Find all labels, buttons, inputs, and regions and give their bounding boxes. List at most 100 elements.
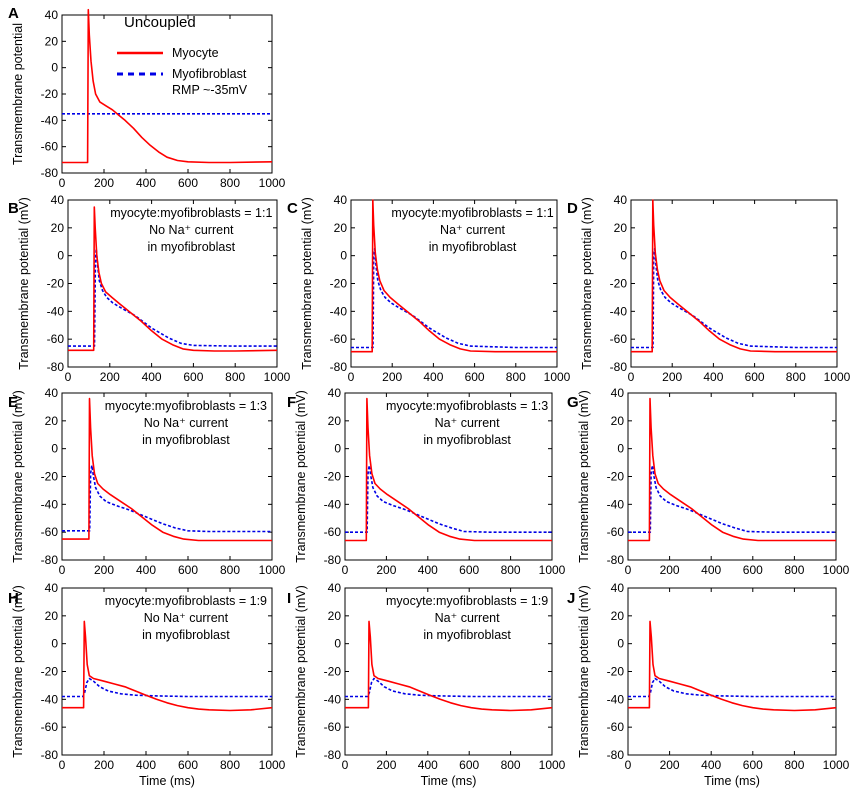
- series-myocyte: [631, 199, 837, 353]
- x-tick-label: 800: [784, 758, 804, 772]
- y-tick-label: -60: [41, 525, 59, 539]
- y-tick-label: -40: [41, 692, 59, 706]
- annotation-line: in myofibroblast: [429, 240, 517, 254]
- panel-label: H: [8, 590, 19, 607]
- series-myofibroblast: [631, 247, 837, 349]
- x-tick-label: 1000: [823, 758, 850, 772]
- x-tick-label: 200: [100, 370, 120, 384]
- x-tick-label: 200: [376, 563, 396, 577]
- annotation-line: in myofibroblast: [142, 433, 230, 447]
- x-tick-label: 0: [342, 563, 349, 577]
- series-myofibroblast: [68, 247, 277, 347]
- y-tick-label: -20: [41, 87, 59, 101]
- x-tick-label: 0: [59, 758, 66, 772]
- y-tick-label: -20: [41, 470, 59, 484]
- y-tick-label: -40: [41, 113, 59, 127]
- y-tick-label: 40: [334, 193, 348, 207]
- x-tick-label: 600: [459, 563, 479, 577]
- legend-label-myofibroblast: Myofibroblast: [172, 67, 247, 81]
- x-tick-label: 1000: [259, 176, 286, 190]
- y-tick-label: 20: [328, 609, 342, 623]
- panel-c: 0 200 400 600 800 1000 -80 -60 -40 -20 0 20 40 Transm…: [287, 193, 571, 384]
- x-tick-label: 200: [94, 176, 114, 190]
- series-myocyte: [628, 397, 836, 542]
- annotation-line: Na⁺ current: [435, 611, 500, 625]
- y-tick-label: -60: [47, 332, 65, 346]
- y-tick-label: 20: [45, 609, 59, 623]
- series-myofibroblast: [345, 677, 552, 698]
- x-tick-label: 200: [660, 563, 680, 577]
- series-myocyte: [351, 199, 557, 353]
- x-tick-label: 600: [743, 758, 763, 772]
- series-myocyte: [68, 206, 278, 352]
- annotation-line: Na⁺ current: [435, 416, 500, 430]
- legend-label-myocyte: Myocyte: [172, 46, 219, 60]
- y-tick-label: 40: [45, 581, 59, 595]
- y-tick-label: 0: [51, 442, 58, 456]
- x-tick-label: 400: [701, 758, 721, 772]
- x-tick-label: 400: [136, 176, 156, 190]
- annotation-line: Na⁺ current: [440, 223, 505, 237]
- x-tick-label: 800: [220, 563, 240, 577]
- y-tick-label: -20: [330, 277, 348, 291]
- y-tick-label: -60: [324, 525, 342, 539]
- y-tick-label: -20: [610, 277, 628, 291]
- x-tick-label: 400: [703, 370, 723, 384]
- y-tick-label: -60: [324, 720, 342, 734]
- x-tick-label: 400: [418, 563, 438, 577]
- y-tick-label: -40: [607, 692, 625, 706]
- y-axis-label: Transmembrane potential (mV): [11, 585, 25, 758]
- annotation-line: myocyte:myofibroblasts = 1:3: [386, 399, 548, 413]
- panel-label: J: [567, 590, 575, 607]
- annotation-line: myocyte:myofibroblasts = 1:9: [386, 594, 548, 608]
- x-tick-label: 800: [786, 370, 806, 384]
- x-tick-label: 200: [382, 370, 402, 384]
- x-tick-label: 400: [701, 563, 721, 577]
- y-tick-label: -40: [47, 304, 65, 318]
- y-tick-label: 0: [617, 442, 624, 456]
- annotation-line: No Na⁺ current: [144, 416, 229, 430]
- y-tick-label: 40: [611, 386, 625, 400]
- y-tick-label: -20: [607, 665, 625, 679]
- y-tick-label: -80: [607, 748, 625, 762]
- axes-frame: [630, 199, 838, 368]
- series-myofibroblast: [628, 677, 836, 698]
- y-tick-label: 20: [611, 609, 625, 623]
- series-myocyte: [345, 397, 552, 542]
- y-tick-label: -80: [330, 360, 348, 374]
- y-axis-label: Transmembrane potential (mV): [577, 390, 591, 563]
- y-tick-label: 0: [57, 249, 64, 263]
- x-tick-label: 1000: [539, 563, 566, 577]
- y-tick-label: -40: [324, 497, 342, 511]
- panel-a: 0 200 400 600 800 1000 -80 -60 -40 -20 0 20 40 Transm…: [8, 5, 286, 190]
- y-tick-label: 0: [51, 61, 58, 75]
- x-axis-label: Time (ms): [421, 774, 477, 788]
- panel-f: 0 200 400 600 800 1000 -80 -60 -40 -20 0 20 40 Transm…: [287, 386, 566, 577]
- x-tick-label: 200: [94, 758, 114, 772]
- x-tick-label: 0: [65, 370, 72, 384]
- y-tick-label: -60: [607, 720, 625, 734]
- annotation-line: No Na⁺ current: [149, 223, 234, 237]
- y-tick-label: -80: [324, 748, 342, 762]
- y-tick-label: -20: [324, 470, 342, 484]
- axes-frame: [627, 587, 837, 756]
- annotation-line: myocyte:myofibroblasts = 1:1: [110, 206, 272, 220]
- y-tick-label: -40: [607, 497, 625, 511]
- panel-label: E: [8, 394, 18, 411]
- x-tick-label: 600: [465, 370, 485, 384]
- panel-g: 0 200 400 600 800 1000 -80 -60 -40 -20 0 20 40 Transm…: [567, 386, 850, 577]
- x-tick-label: 200: [660, 758, 680, 772]
- y-tick-label: -20: [324, 665, 342, 679]
- y-tick-label: 40: [328, 386, 342, 400]
- x-tick-label: 0: [625, 563, 632, 577]
- annotation-line: myocyte:myofibroblasts = 1:3: [105, 399, 267, 413]
- y-tick-label: 40: [45, 8, 59, 22]
- annotation-line: in myofibroblast: [423, 628, 511, 642]
- x-tick-label: 600: [178, 758, 198, 772]
- y-tick-label: -60: [330, 332, 348, 346]
- y-tick-label: -60: [610, 332, 628, 346]
- series-myocyte: [628, 620, 837, 712]
- x-tick-label: 800: [501, 758, 521, 772]
- x-tick-label: 1000: [259, 758, 286, 772]
